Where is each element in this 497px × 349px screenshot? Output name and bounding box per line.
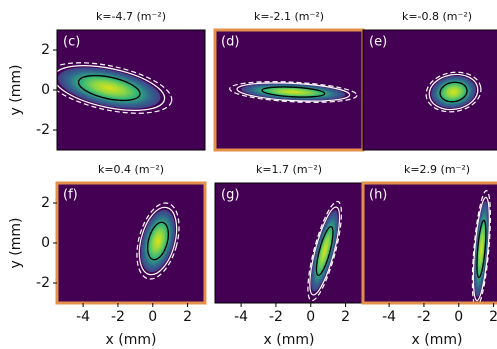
panel-label: (d) xyxy=(221,35,239,50)
y-tick-label: 0 xyxy=(41,82,50,98)
panel-label: (h) xyxy=(369,188,387,203)
x-tick-label: 0 xyxy=(454,309,463,325)
x-tick-label: -2 xyxy=(269,309,283,325)
y-tick-label: -2 xyxy=(36,275,50,291)
panel-title: k=-4.7 (m⁻²) xyxy=(96,10,166,23)
panel-label: (e) xyxy=(369,35,387,50)
y-tick-label: 2 xyxy=(41,195,50,211)
panel-title: k=1.7 (m⁻²) xyxy=(256,163,322,176)
panel xyxy=(57,183,205,303)
panel-title: k=-2.1 (m⁻²) xyxy=(254,10,324,23)
x-tick-label: -4 xyxy=(234,309,248,325)
y-tick-label: 2 xyxy=(41,42,50,58)
x-axis-label: x (mm) xyxy=(106,332,157,348)
x-tick-label: 2 xyxy=(489,309,497,325)
x-tick-label: 0 xyxy=(148,309,157,325)
x-tick-label: 2 xyxy=(183,309,192,325)
x-tick-label: -4 xyxy=(76,309,90,325)
x-axis-label: x (mm) xyxy=(264,332,315,348)
y-tick-label: -2 xyxy=(36,122,50,138)
panel-label: (c) xyxy=(63,35,80,50)
panel-background xyxy=(57,183,205,303)
x-tick-label: 0 xyxy=(306,309,315,325)
page: (c) k=-4.7 (m⁻²) -2 0 2 y (mm) (d) k=-2.1 (m⁻²)… xyxy=(0,0,497,349)
x-tick-label: 2 xyxy=(341,309,350,325)
panel-title: k=0.4 (m⁻²) xyxy=(98,163,164,176)
y-axis-label: y (mm) xyxy=(8,65,24,116)
x-tick-label: -4 xyxy=(382,309,396,325)
panel-label: (f) xyxy=(63,188,78,203)
figure: (c) k=-4.7 (m⁻²) -2 0 2 y (mm) (d) k=-2.1 (m⁻²)… xyxy=(0,0,497,349)
y-tick-label: 0 xyxy=(41,235,50,251)
x-axis-label: x (mm) xyxy=(412,332,463,348)
panel-title: k=2.9 (m⁻²) xyxy=(404,163,470,176)
panel-title: k=-0.8 (m⁻²) xyxy=(402,10,472,23)
y-axis-label: y (mm) xyxy=(8,218,24,269)
x-tick-label: -2 xyxy=(111,309,125,325)
panel-label: (g) xyxy=(221,188,239,203)
x-tick-label: -2 xyxy=(417,309,431,325)
